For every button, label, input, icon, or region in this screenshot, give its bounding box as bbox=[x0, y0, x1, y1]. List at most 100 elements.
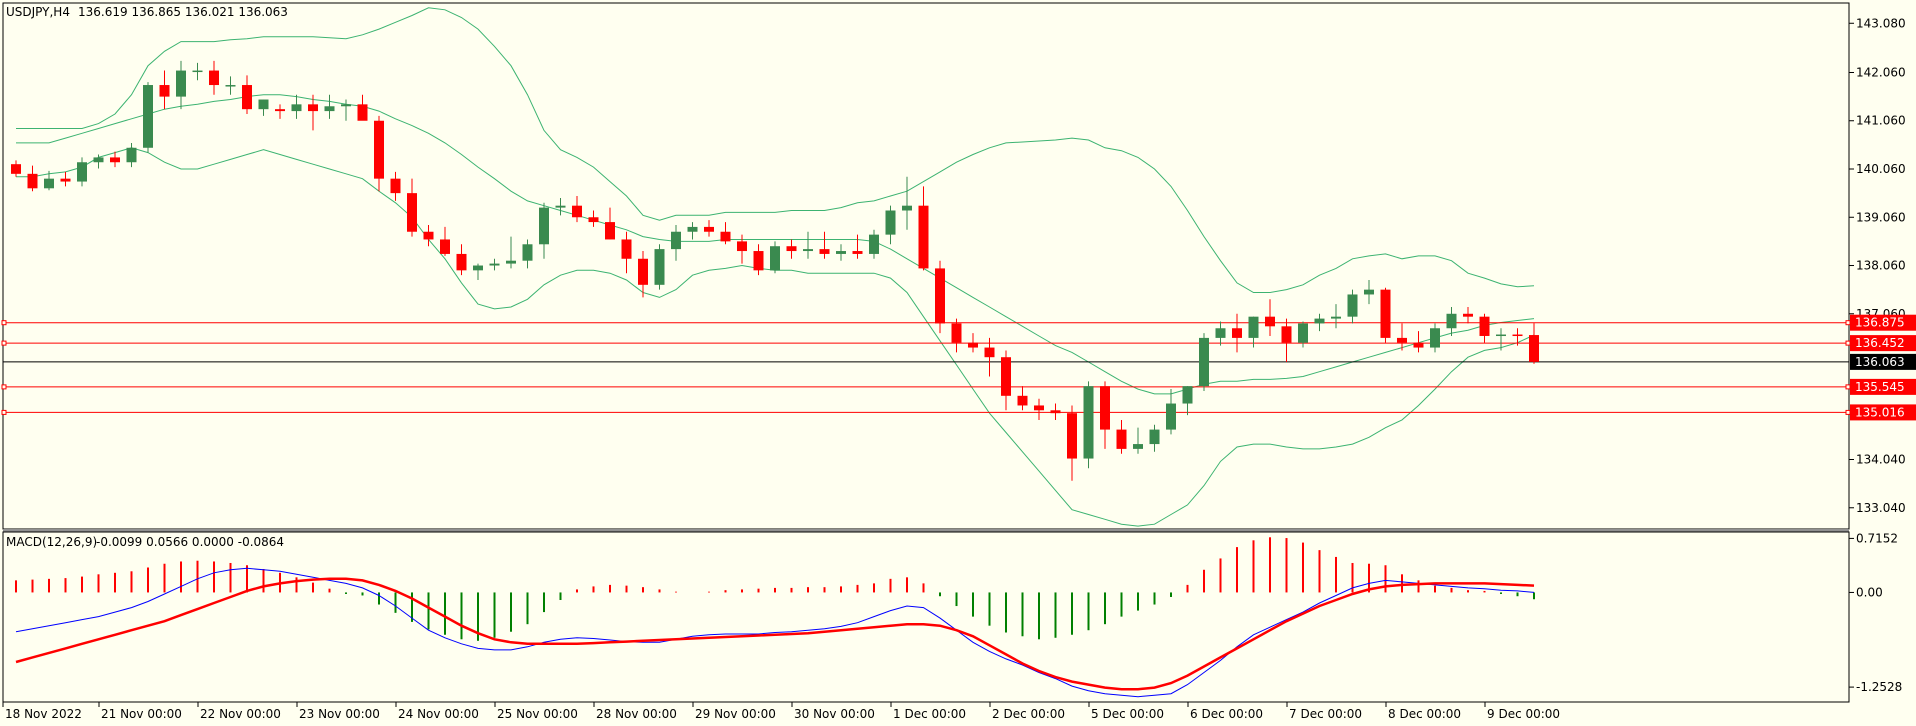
candle-body bbox=[951, 323, 962, 343]
candle-body bbox=[1083, 386, 1094, 459]
candle bbox=[1050, 403, 1061, 420]
time-tick-label: 7 Dec 00:00 bbox=[1289, 707, 1362, 721]
candle-body bbox=[1397, 337, 1407, 343]
level-handle-right bbox=[1845, 409, 1851, 415]
candle bbox=[1347, 289, 1358, 324]
candle bbox=[324, 94, 335, 119]
candle-body bbox=[143, 85, 153, 148]
price-tick-label: 139.060 bbox=[1856, 210, 1906, 224]
candle-body bbox=[1496, 334, 1506, 337]
candle-body bbox=[935, 268, 945, 324]
candle bbox=[1463, 307, 1473, 324]
candle-body bbox=[572, 205, 582, 218]
candle-body bbox=[473, 265, 483, 271]
candle-body bbox=[1034, 405, 1044, 411]
candle bbox=[143, 82, 153, 153]
time-tick-label: 2 Dec 00:00 bbox=[992, 707, 1065, 721]
candle-body bbox=[374, 120, 384, 179]
candle-body bbox=[803, 249, 813, 252]
candle-body bbox=[1463, 313, 1473, 317]
candle-body bbox=[1314, 318, 1325, 324]
candle-body bbox=[456, 253, 467, 271]
candle-body bbox=[902, 205, 912, 211]
macd-panel[interactable] bbox=[2, 531, 1850, 703]
time-axis: 18 Nov 2022 21 Nov 00:00 22 Nov 00:00 23 No… bbox=[2, 702, 1560, 721]
candle-body bbox=[440, 239, 450, 254]
candle bbox=[935, 260, 945, 334]
candle bbox=[687, 222, 698, 240]
price-tick-label: 134.040 bbox=[1856, 453, 1906, 467]
time-tick-label: 5 Dec 00:00 bbox=[1091, 707, 1164, 721]
candle-body bbox=[93, 157, 104, 163]
candle bbox=[770, 241, 780, 274]
level-handle-right bbox=[1845, 340, 1851, 346]
bollinger-upper bbox=[16, 7, 1535, 293]
candle bbox=[291, 94, 302, 119]
candle bbox=[176, 60, 186, 110]
macd-line bbox=[15, 567, 1535, 698]
candle-body bbox=[1331, 316, 1341, 319]
candle bbox=[1215, 321, 1226, 346]
candle bbox=[1232, 313, 1242, 353]
candle-body bbox=[1281, 326, 1292, 343]
candle-body bbox=[506, 260, 516, 264]
candle bbox=[555, 197, 566, 216]
candle bbox=[60, 171, 71, 187]
candle bbox=[539, 202, 549, 259]
candle-body bbox=[770, 246, 780, 271]
candle bbox=[1430, 323, 1440, 353]
candle bbox=[836, 244, 846, 261]
candle bbox=[621, 231, 632, 274]
candle-body bbox=[209, 70, 219, 86]
candle-body bbox=[1133, 444, 1143, 449]
candle-body bbox=[176, 70, 186, 97]
time-tick-label: 9 Dec 00:00 bbox=[1487, 707, 1560, 721]
candle-body bbox=[1479, 316, 1490, 336]
candle-body bbox=[1199, 337, 1209, 387]
candle-body bbox=[1017, 395, 1028, 406]
candle bbox=[225, 76, 236, 95]
time-tick-label: 28 Nov 00:00 bbox=[596, 707, 677, 721]
candle bbox=[1100, 381, 1110, 449]
candle-body bbox=[77, 162, 87, 182]
candle-body bbox=[1298, 323, 1308, 343]
level-price-tag bbox=[1850, 404, 1916, 421]
candle bbox=[1001, 350, 1011, 411]
candle bbox=[753, 244, 764, 276]
candle bbox=[93, 154, 104, 169]
candle-body bbox=[1100, 386, 1110, 430]
candle-body bbox=[819, 249, 830, 254]
candle bbox=[423, 224, 434, 247]
price-axis: 143.080 142.060 141.060 140.060 139.060 138.0… bbox=[1849, 16, 1916, 515]
candle bbox=[803, 231, 813, 259]
candle-body bbox=[588, 217, 599, 223]
macd-tick-label: 0.00 bbox=[1856, 585, 1883, 599]
candles bbox=[11, 60, 1539, 481]
candle bbox=[473, 263, 483, 280]
candle bbox=[489, 258, 500, 271]
candle bbox=[1380, 287, 1391, 343]
level-price-label: 135.545 bbox=[1855, 380, 1905, 394]
candle bbox=[1034, 398, 1044, 420]
time-tick-label: 30 Nov 00:00 bbox=[794, 707, 875, 721]
candle-body bbox=[225, 85, 236, 87]
level-price-tag bbox=[1850, 335, 1916, 352]
candle-body bbox=[308, 104, 318, 112]
candle bbox=[1529, 323, 1539, 364]
candle bbox=[456, 244, 467, 276]
time-tick-label: 29 Nov 00:00 bbox=[695, 707, 776, 721]
level-price-label: 135.016 bbox=[1855, 405, 1905, 419]
candle bbox=[357, 94, 368, 121]
candle bbox=[1017, 386, 1028, 411]
candle-body bbox=[390, 178, 401, 194]
candle bbox=[852, 234, 863, 259]
panel-separator[interactable] bbox=[3, 529, 1849, 532]
candle bbox=[1149, 424, 1160, 452]
candle-body bbox=[192, 70, 203, 73]
candle bbox=[77, 157, 87, 187]
candle-body bbox=[836, 251, 846, 254]
candle bbox=[1331, 304, 1341, 329]
level-handle-left bbox=[1, 409, 7, 415]
candle-body bbox=[489, 263, 500, 266]
